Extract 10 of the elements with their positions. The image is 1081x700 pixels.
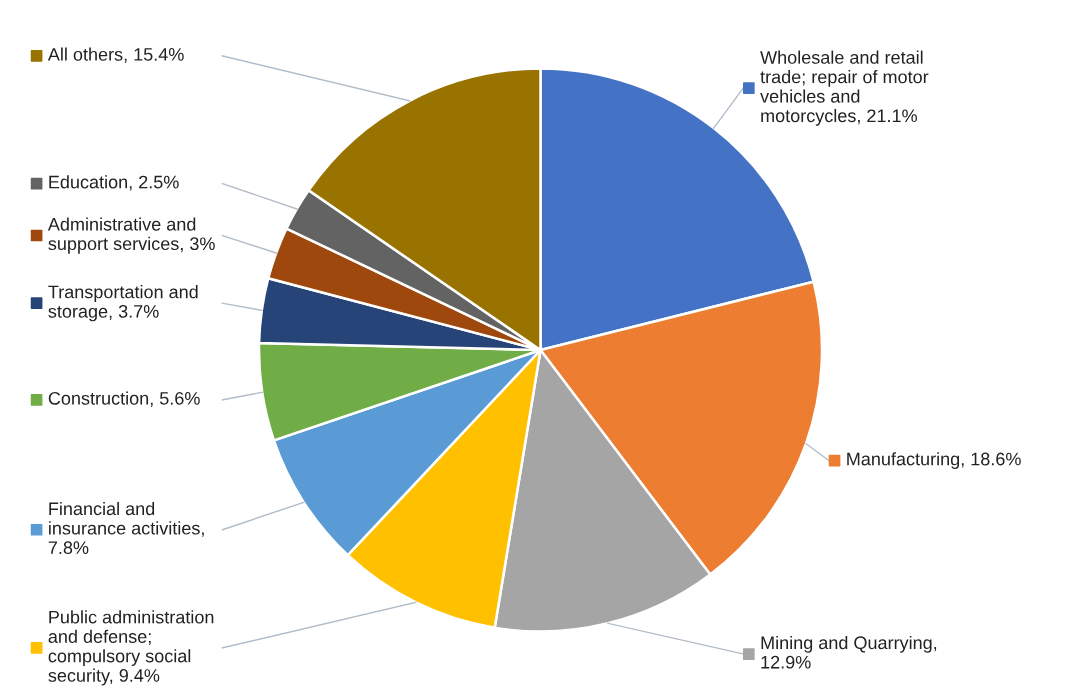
legend-label: Wholesale and retail trade; repair of motor vehicles and motorcycles, 21.1% <box>760 50 929 126</box>
legend-label: Administrative and support services, 3% <box>47 217 215 254</box>
legend-label: Manufacturing, 18.6% <box>847 452 1021 469</box>
legend-label: Construction, 5.6% <box>48 391 200 407</box>
legend-label: Transportation and storage, 3.7% <box>48 285 198 322</box>
legend-label: Mining and Quarrying, 12.9% <box>761 635 937 669</box>
legend-label: Public administration and defense; compulsory social security, 9.4% <box>48 610 214 686</box>
legend-label: Financial and insurance activities, 7.8% <box>48 501 204 555</box>
legend-label: Education, 2.5% <box>49 175 179 191</box>
legend-label: All others, 15.4% <box>47 47 184 63</box>
